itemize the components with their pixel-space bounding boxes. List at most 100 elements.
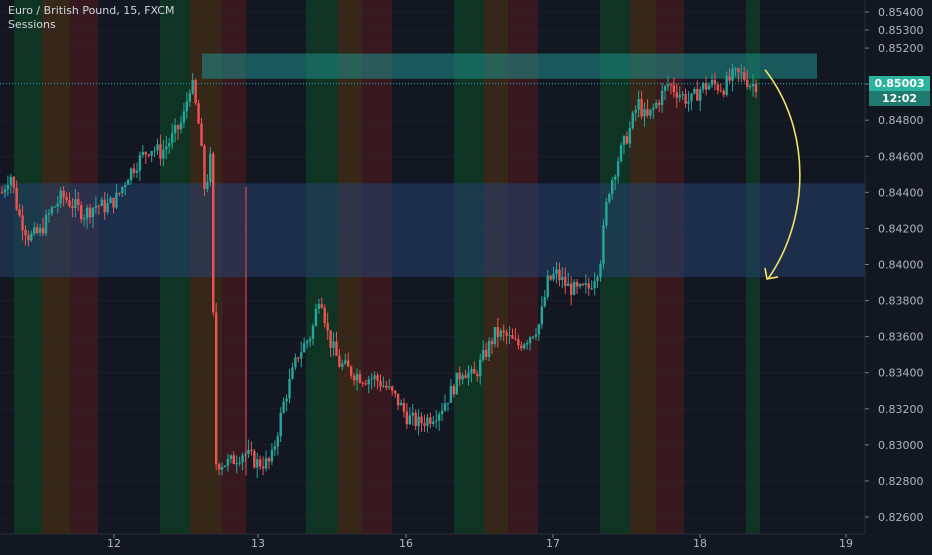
candle-body <box>103 199 106 213</box>
candle-body <box>649 109 652 116</box>
candle-body <box>203 145 206 189</box>
candle-body <box>355 374 359 381</box>
candle-body <box>30 233 33 241</box>
candle-body <box>449 386 453 403</box>
candle-body <box>625 136 629 144</box>
candle-body <box>341 363 344 367</box>
candle-body <box>572 281 576 295</box>
price-tick-label: 0.85400 <box>878 6 924 19</box>
candle-body <box>124 184 127 187</box>
candle-body <box>153 150 156 152</box>
candle-body <box>226 458 230 466</box>
candle-body <box>12 176 15 188</box>
candle-body <box>464 375 467 379</box>
candle-body <box>176 125 180 130</box>
candle-body <box>684 93 687 104</box>
candle-body <box>36 227 39 233</box>
candle-body <box>82 218 86 220</box>
candle-body <box>420 416 423 424</box>
candle-body <box>38 227 42 233</box>
candle-body <box>344 360 347 364</box>
candle-body <box>326 323 329 331</box>
candle-body <box>481 350 485 360</box>
candle-body <box>437 414 441 421</box>
candle-body <box>27 235 30 241</box>
candle-body <box>704 82 708 90</box>
candle-body <box>435 420 438 422</box>
candle-body <box>699 89 702 101</box>
candle-body <box>487 341 491 357</box>
indicator-label[interactable]: Sessions <box>8 18 56 31</box>
candle-body <box>461 375 464 380</box>
price-tick-label: 0.84400 <box>878 186 924 199</box>
candle-body <box>605 201 608 226</box>
candle-body <box>156 144 159 151</box>
candle-body <box>9 176 13 186</box>
candle-body <box>391 386 394 391</box>
candle-body <box>256 459 259 468</box>
candle-body <box>258 459 262 467</box>
candle-body <box>267 458 271 462</box>
candle-body <box>349 366 353 376</box>
candle-body <box>634 109 637 113</box>
candle-body <box>194 80 197 104</box>
candle-body <box>364 383 367 385</box>
candle-body <box>358 374 362 383</box>
candle-body <box>640 99 643 117</box>
candle-body <box>608 193 611 202</box>
candle-body <box>578 284 582 287</box>
candle-body <box>135 170 139 173</box>
candle-body <box>675 92 678 98</box>
candle-body <box>440 410 444 415</box>
candle-body <box>593 281 596 289</box>
candle-body <box>165 146 168 150</box>
candle-body <box>305 341 309 344</box>
candle-body <box>537 324 541 335</box>
candle-body <box>77 199 80 206</box>
candle-body <box>188 93 191 102</box>
candle-body <box>558 269 561 281</box>
candle-body <box>379 380 382 387</box>
candle-body <box>696 88 699 101</box>
candle-body <box>385 385 388 388</box>
symbol-title[interactable]: Euro / British Pound, 15, FXCM <box>8 4 175 17</box>
candle-body <box>417 416 420 427</box>
candle-body <box>200 123 203 146</box>
candle-body <box>731 68 734 81</box>
candle-body <box>279 412 282 437</box>
candle-body <box>523 344 526 349</box>
candle-body <box>631 112 634 129</box>
price-tick-label: 0.84800 <box>878 114 924 127</box>
candle-body <box>53 206 57 208</box>
candle-body <box>323 307 326 324</box>
candle-body <box>59 190 62 204</box>
candle-body <box>21 215 24 231</box>
last-price-badge: 0.85003 <box>869 76 930 91</box>
candle-body <box>320 304 323 308</box>
candle-body <box>619 144 623 162</box>
time-tick-label: 16 <box>399 537 413 550</box>
candle-body <box>144 152 147 155</box>
candle-body <box>329 330 332 348</box>
candle-body <box>338 355 341 367</box>
candle-body <box>499 330 502 337</box>
candle-body <box>121 186 124 194</box>
price-tick-label: 0.85300 <box>878 24 924 37</box>
candle-body <box>209 153 212 183</box>
candle-body <box>65 197 68 201</box>
candle-body <box>754 83 758 93</box>
candle-body <box>517 339 520 346</box>
candle-body <box>411 412 414 416</box>
candle-body <box>540 306 544 325</box>
candle-body <box>622 136 626 145</box>
candle-body <box>273 446 277 450</box>
candle-body <box>657 102 661 105</box>
candle-body <box>264 458 268 469</box>
candle-body <box>141 152 145 156</box>
candle-body <box>106 203 109 213</box>
candle-body <box>361 382 365 384</box>
time-tick-label: 12 <box>107 537 121 550</box>
candle-body <box>352 375 356 381</box>
